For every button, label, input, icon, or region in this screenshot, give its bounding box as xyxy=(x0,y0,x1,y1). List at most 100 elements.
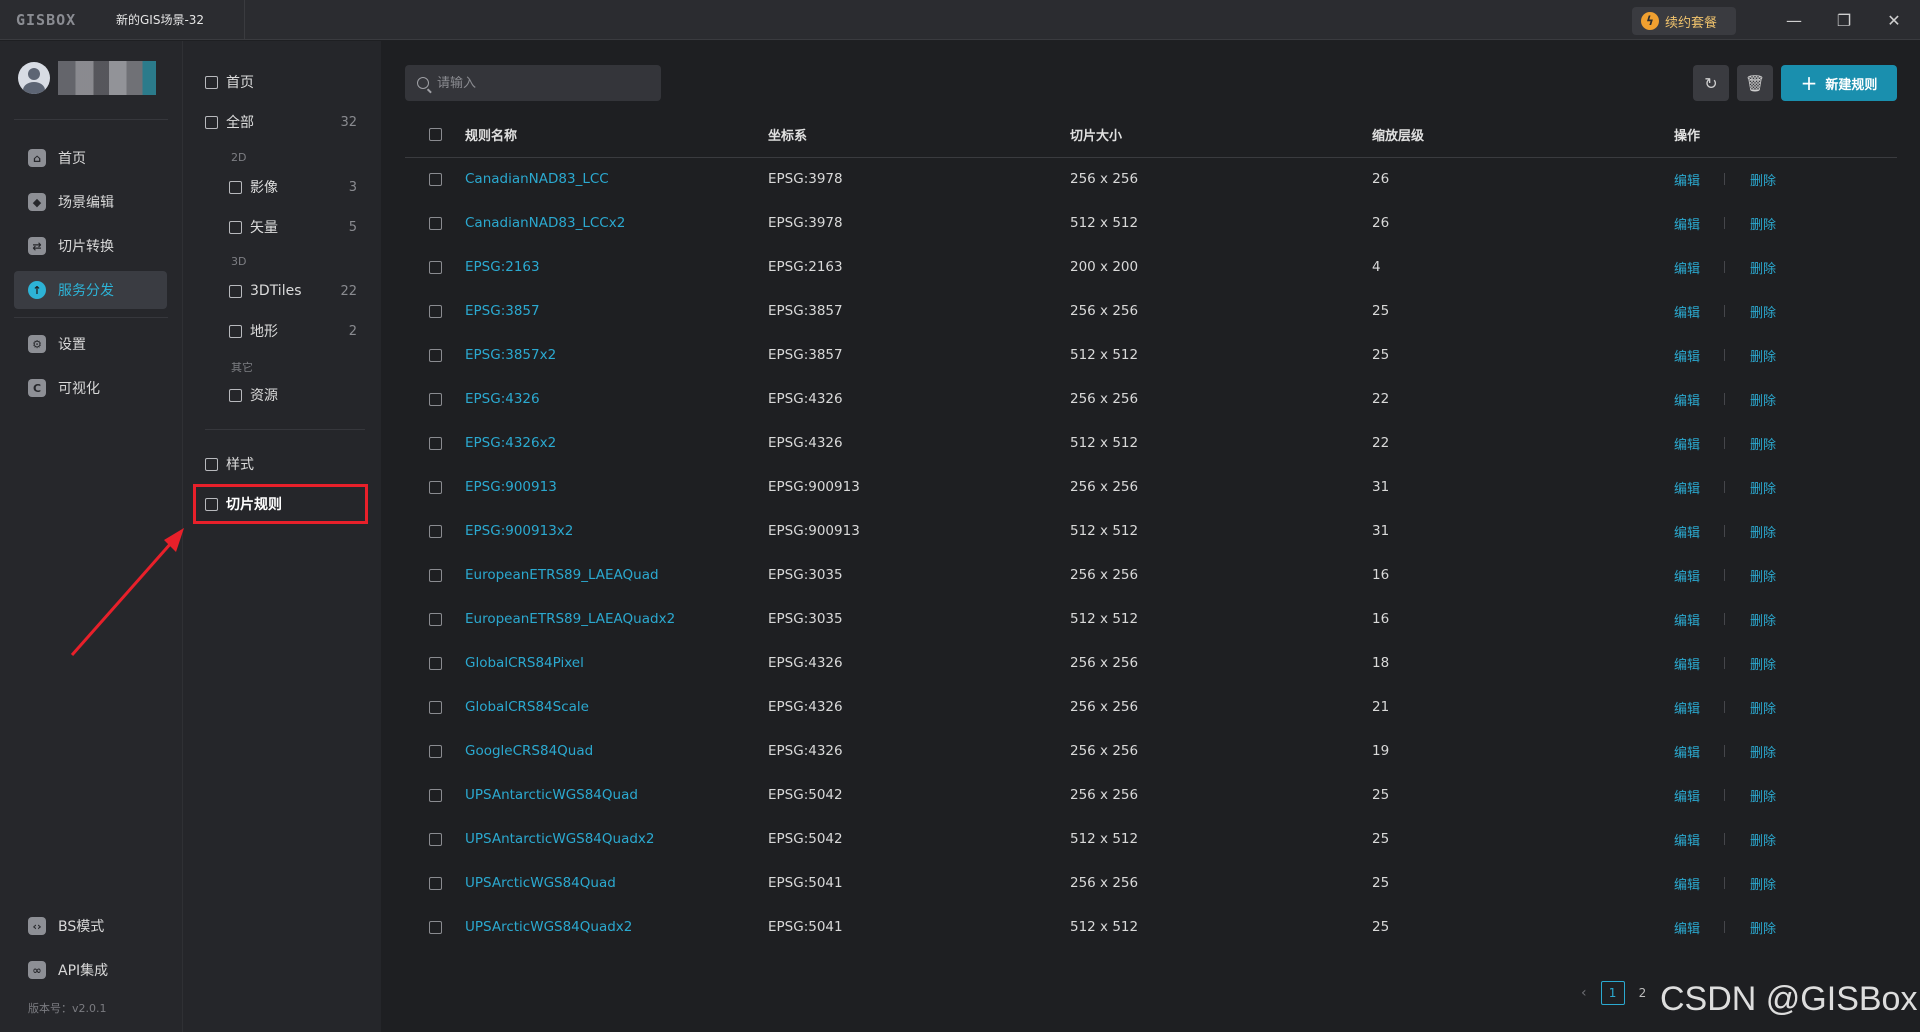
row-checkbox[interactable] xyxy=(429,480,442,494)
edit-link[interactable]: 编辑 xyxy=(1674,833,1701,849)
edit-link[interactable]: 编辑 xyxy=(1674,525,1701,541)
delete-link[interactable]: 删除 xyxy=(1750,437,1777,453)
delete-link[interactable]: 删除 xyxy=(1750,833,1777,849)
sub-item-home[interactable]: 首页 xyxy=(205,67,365,97)
row-checkbox[interactable] xyxy=(429,876,442,890)
nav-item-settings[interactable]: ⚙ 设置 xyxy=(14,325,167,363)
rule-name-link[interactable]: EPSG:3857 xyxy=(465,303,540,319)
delete-link[interactable]: 删除 xyxy=(1750,701,1777,717)
edit-link[interactable]: 编辑 xyxy=(1674,305,1701,321)
nav-item-scene-edit[interactable]: ◆ 场景编辑 xyxy=(14,183,167,221)
edit-link[interactable]: 编辑 xyxy=(1674,877,1701,893)
delete-link[interactable]: 删除 xyxy=(1750,305,1777,321)
rule-name-link[interactable]: GlobalCRS84Scale xyxy=(465,699,589,715)
search-input[interactable] xyxy=(437,75,637,91)
edit-link[interactable]: 编辑 xyxy=(1674,789,1701,805)
delete-link[interactable]: 删除 xyxy=(1750,261,1777,277)
nav-item-api[interactable]: ∞ API集成 xyxy=(14,951,167,989)
sub-item-all[interactable]: 全部 32 xyxy=(205,107,365,137)
rule-name-link[interactable]: CanadianNAD83_LCCx2 xyxy=(465,215,626,231)
page-current[interactable]: 1 xyxy=(1600,981,1625,1005)
delete-link[interactable]: 删除 xyxy=(1750,789,1777,805)
delete-all-button[interactable]: 🗑 xyxy=(1737,65,1773,101)
rule-name-link[interactable]: UPSAntarcticWGS84Quad xyxy=(465,787,638,803)
rule-name-link[interactable]: GoogleCRS84Quad xyxy=(465,743,594,759)
select-all-checkbox[interactable] xyxy=(429,128,442,142)
delete-link[interactable]: 删除 xyxy=(1750,745,1777,761)
row-checkbox[interactable] xyxy=(429,612,442,626)
nav-item-visualize[interactable]: C 可视化 xyxy=(14,369,167,407)
new-rule-button[interactable]: + 新建规则 xyxy=(1781,65,1897,101)
edit-link[interactable]: 编辑 xyxy=(1674,745,1701,761)
edit-link[interactable]: 编辑 xyxy=(1674,613,1701,629)
edit-link[interactable]: 编辑 xyxy=(1674,173,1701,189)
delete-link[interactable]: 删除 xyxy=(1750,657,1777,673)
minimize-icon[interactable]: — xyxy=(1786,10,1802,30)
delete-link[interactable]: 删除 xyxy=(1750,877,1777,893)
rule-name-link[interactable]: EPSG:4326 xyxy=(465,391,540,407)
nav-item-tile-convert[interactable]: ⇄ 切片转换 xyxy=(14,227,167,265)
row-checkbox[interactable] xyxy=(429,568,442,582)
edit-link[interactable]: 编辑 xyxy=(1674,921,1701,937)
row-checkbox[interactable] xyxy=(429,744,442,758)
row-checkbox[interactable] xyxy=(429,656,442,670)
delete-link[interactable]: 删除 xyxy=(1750,173,1777,189)
edit-link[interactable]: 编辑 xyxy=(1674,261,1701,277)
row-checkbox[interactable] xyxy=(429,832,442,846)
edit-link[interactable]: 编辑 xyxy=(1674,393,1701,409)
refresh-button[interactable]: ↻ xyxy=(1693,65,1729,101)
rule-name-link[interactable]: EPSG:900913 xyxy=(465,479,557,495)
rule-name-link[interactable]: GlobalCRS84Pixel xyxy=(465,655,584,671)
delete-link[interactable]: 删除 xyxy=(1750,921,1777,937)
rule-name-link[interactable]: EPSG:3857x2 xyxy=(465,347,557,363)
nav-item-service-publish[interactable]: ↑ 服务分发 xyxy=(14,271,167,309)
row-checkbox[interactable] xyxy=(429,920,442,934)
delete-link[interactable]: 删除 xyxy=(1750,349,1777,365)
nav-item-home[interactable]: ⌂ 首页 xyxy=(14,139,167,177)
rule-name-link[interactable]: CanadianNAD83_LCC xyxy=(465,171,609,188)
delete-link[interactable]: 删除 xyxy=(1750,481,1777,497)
sub-item-tile-rules[interactable]: 切片规则 xyxy=(205,489,365,519)
sub-item-vector[interactable]: 矢量 5 xyxy=(229,212,365,242)
row-checkbox[interactable] xyxy=(429,392,442,406)
edit-link[interactable]: 编辑 xyxy=(1674,701,1701,717)
row-checkbox[interactable] xyxy=(429,260,442,274)
delete-link[interactable]: 删除 xyxy=(1750,525,1777,541)
user-profile[interactable] xyxy=(18,61,156,95)
prev-page-icon[interactable]: ‹ xyxy=(1581,985,1587,1001)
edit-link[interactable]: 编辑 xyxy=(1674,437,1701,453)
row-checkbox[interactable] xyxy=(429,348,442,362)
row-checkbox[interactable] xyxy=(429,524,442,538)
nav-item-bs-mode[interactable]: ‹› BS模式 xyxy=(14,907,167,945)
page-next[interactable]: 2 xyxy=(1638,986,1647,1000)
close-icon[interactable]: ✕ xyxy=(1887,10,1901,30)
scene-tab[interactable]: 新的GIS场景-32 xyxy=(104,0,246,40)
rule-name-link[interactable]: EPSG:900913x2 xyxy=(465,523,574,539)
sub-item-3dtiles[interactable]: 3DTiles 22 xyxy=(229,276,365,306)
row-checkbox[interactable] xyxy=(429,700,442,714)
delete-link[interactable]: 删除 xyxy=(1750,569,1777,585)
rule-name-link[interactable]: UPSArcticWGS84Quadx2 xyxy=(465,919,633,935)
row-checkbox[interactable] xyxy=(429,304,442,318)
rule-name-link[interactable]: EuropeanETRS89_LAEAQuad xyxy=(465,567,659,583)
edit-link[interactable]: 编辑 xyxy=(1674,349,1701,365)
row-checkbox[interactable] xyxy=(429,216,442,230)
rule-name-link[interactable]: EPSG:4326x2 xyxy=(465,435,557,451)
rule-name-link[interactable]: EuropeanETRS89_LAEAQuadx2 xyxy=(465,611,676,627)
edit-link[interactable]: 编辑 xyxy=(1674,657,1701,673)
rule-name-link[interactable]: UPSArcticWGS84Quad xyxy=(465,875,616,891)
row-checkbox[interactable] xyxy=(429,436,442,450)
edit-link[interactable]: 编辑 xyxy=(1674,481,1701,497)
search-box[interactable] xyxy=(405,65,661,101)
delete-link[interactable]: 删除 xyxy=(1750,217,1777,233)
sub-item-resource[interactable]: 资源 xyxy=(229,380,365,410)
edit-link[interactable]: 编辑 xyxy=(1674,217,1701,233)
rule-name-link[interactable]: EPSG:2163 xyxy=(465,259,540,275)
sub-item-terrain[interactable]: 地形 2 xyxy=(229,316,365,346)
delete-link[interactable]: 删除 xyxy=(1750,393,1777,409)
edit-link[interactable]: 编辑 xyxy=(1674,569,1701,585)
sub-item-imagery[interactable]: 影像 3 xyxy=(229,172,365,202)
sub-item-style[interactable]: 样式 xyxy=(205,449,365,479)
delete-link[interactable]: 删除 xyxy=(1750,613,1777,629)
restore-icon[interactable]: ❐ xyxy=(1836,10,1852,30)
